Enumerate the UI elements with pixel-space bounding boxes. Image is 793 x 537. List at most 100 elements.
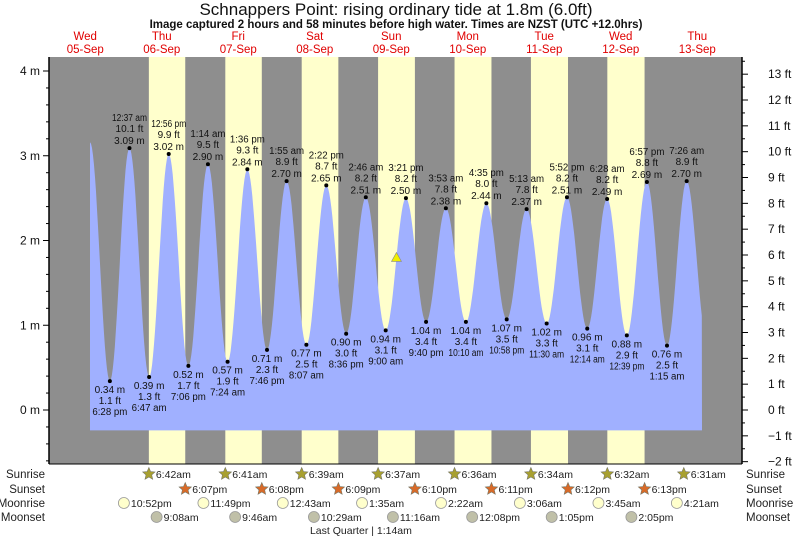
low-tide-ft: 3.0 ft (335, 349, 357, 360)
right-tick-label: 0 ft (768, 403, 785, 417)
low-tide-time: 8:07 am (289, 371, 324, 382)
sunset-row-label-left: Sunset (9, 484, 46, 496)
low-tide-ft: 3.1 ft (375, 345, 397, 356)
moonset-time: 12:08pm (479, 512, 520, 524)
low-tide-time: 8:36 pm (329, 360, 364, 371)
sunset-star-icon (484, 481, 499, 495)
sunrise-time: 6:31am (691, 469, 726, 481)
day-date: 06-Sep (143, 44, 180, 56)
sunset-star-icon (254, 481, 269, 495)
low-tide-time: 1:15 am (649, 372, 684, 383)
sunset-time: 6:09pm (345, 484, 380, 496)
left-tick-label: 4 m (20, 64, 40, 78)
high-tide-m: 2.49 m (592, 187, 623, 198)
sunset-star-icon (331, 481, 346, 495)
day-date: 08-Sep (296, 44, 333, 56)
sunset-time: 6:13pm (652, 484, 687, 496)
low-tide-m: 0.96 m (572, 333, 603, 344)
high-tide-time: 1:36 pm (230, 134, 265, 145)
moonset-row-label-left: Moonset (1, 512, 46, 524)
low-tide-m: 0.52 m (173, 370, 204, 381)
day-date: 11-Sep (526, 44, 562, 56)
right-tick-label: 8 ft (768, 196, 785, 210)
sunset-star-icon (407, 481, 422, 495)
moonrise-moon-icon (356, 497, 368, 509)
day-name: Tue (535, 31, 554, 43)
day-date: 13-Sep (679, 44, 716, 56)
sunrise-time: 6:34am (538, 469, 573, 481)
sunrise-time: 6:39am (309, 469, 344, 481)
day-labels: Wed05-SepThu06-SepFri07-SepSat08-SepSun0… (67, 31, 716, 56)
high-tide-m: 2.37 m (511, 197, 542, 208)
sunrise-star-icon (141, 466, 156, 480)
low-tide-m: 0.94 m (370, 334, 401, 345)
right-tick-label: 1 ft (768, 377, 785, 391)
moonrise-time: 3:06am (527, 498, 562, 510)
moonrise-moon-icon (592, 497, 605, 509)
high-tide-point (284, 179, 289, 184)
moonset-moon-icon (545, 511, 558, 523)
day-name: Fri (232, 31, 245, 43)
high-tide-time: 3:21 pm (388, 163, 423, 174)
left-tick-label: 1 m (20, 318, 40, 332)
day-date: 10-Sep (449, 44, 486, 56)
low-tide-time: 6:47 am (132, 403, 167, 414)
right-tick-label: 4 ft (768, 300, 785, 314)
low-tide-time: 10:10 am (448, 348, 483, 359)
high-tide-ft: 9.3 ft (236, 145, 258, 156)
high-tide-m: 3.09 m (114, 136, 145, 147)
low-tide-ft: 3.5 ft (496, 334, 518, 345)
high-tide-ft: 8.2 ft (556, 173, 578, 184)
day-date: 12-Sep (602, 44, 639, 56)
sunrise-row-label-left: Sunrise (6, 469, 45, 481)
high-tide-time: 1:14 am (190, 129, 225, 140)
day-name: Mon (457, 31, 479, 43)
low-tide-ft: 2.5 ft (295, 360, 317, 371)
high-tide-ft: 8.2 ft (596, 175, 618, 186)
high-tide-time: 12:37 am (112, 113, 147, 124)
day-date: 07-Sep (220, 44, 257, 56)
moonrise-time: 1:35am (369, 498, 404, 510)
moonset-moon-icon (387, 511, 399, 523)
high-tide-m: 2.70 m (271, 169, 302, 180)
moonset-moon-icon (625, 511, 638, 523)
high-tide-m: 2.70 m (671, 169, 702, 180)
day-date: 05-Sep (67, 44, 104, 56)
low-tide-ft: 3.1 ft (576, 344, 598, 355)
moonrise-time: 2:22am (448, 498, 483, 510)
low-tide-m: 0.57 m (212, 366, 243, 377)
high-tide-point (127, 146, 132, 151)
low-tide-point (585, 326, 590, 331)
right-tick-label: 2 ft (768, 351, 785, 365)
low-tide-ft: 2.9 ft (616, 350, 638, 361)
moonrise-time: 3:45am (605, 498, 640, 510)
day-name: Wed (609, 31, 632, 43)
moonset-moon-icon (308, 511, 320, 523)
low-tide-point (225, 359, 230, 364)
moonrise-time: 10:52pm (131, 498, 172, 510)
low-tide-m: 1.04 m (451, 326, 482, 337)
high-tide-m: 2.84 m (232, 157, 263, 168)
low-tide-m: 1.02 m (531, 328, 562, 339)
high-tide-time: 6:57 pm (629, 147, 664, 158)
high-tide-point (324, 183, 329, 188)
moonset-moon-icon (466, 511, 479, 523)
sunrise-star-icon (294, 466, 309, 480)
sunset-row-label-right: Sunset (746, 484, 783, 496)
high-tide-point (564, 195, 569, 200)
high-tide-point (245, 167, 250, 172)
moonrise-moon-icon (276, 497, 289, 509)
high-tide-ft: 8.8 ft (636, 158, 658, 169)
right-tick-label: 10 ft (768, 145, 792, 159)
high-tide-time: 12:56 pm (151, 119, 186, 130)
sunset-star-icon (178, 481, 193, 495)
low-tide-point (424, 319, 429, 324)
high-tide-ft: 7.8 ft (435, 184, 457, 195)
high-tide-point (363, 195, 368, 200)
moonrise-moon-icon (117, 497, 130, 509)
high-tide-time: 5:13 am (509, 174, 544, 185)
